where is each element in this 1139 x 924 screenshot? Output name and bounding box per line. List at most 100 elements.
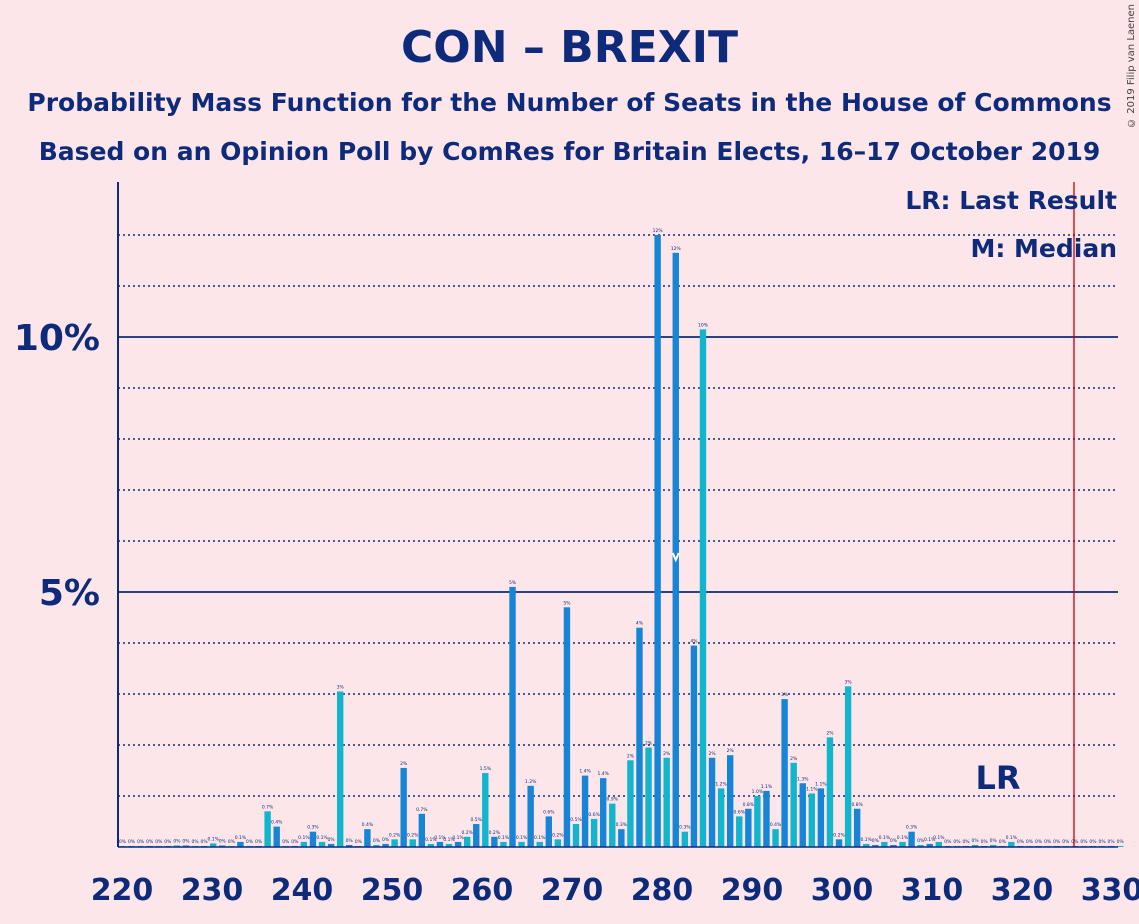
bar-label-304: 0.1% xyxy=(879,835,891,841)
bar-280 xyxy=(663,757,670,847)
bar-261 xyxy=(491,836,498,847)
bar-label-263: 5% xyxy=(509,580,517,586)
bar-237 xyxy=(273,826,280,847)
bar-233 xyxy=(237,841,244,847)
bar-285 xyxy=(708,757,716,847)
bar-label-280: 2% xyxy=(663,751,671,757)
bar-label-276: 2% xyxy=(627,753,635,759)
bar-label-328: 0% xyxy=(1098,839,1106,845)
bar-240 xyxy=(300,841,308,847)
bar-label-289: 0.8% xyxy=(743,802,755,808)
bar-label-239: 0% xyxy=(291,839,299,845)
bar-label-264: 0.1% xyxy=(516,835,528,841)
bar-label-287: 2% xyxy=(727,748,735,754)
bar-label-327: 0% xyxy=(1089,839,1097,845)
bar-305 xyxy=(890,844,897,847)
bar-label-251: 2% xyxy=(400,761,408,767)
bar-label-279: 12% xyxy=(653,228,664,234)
bar-286 xyxy=(717,788,725,847)
bar-309 xyxy=(926,843,933,847)
bar-273 xyxy=(600,778,607,847)
bar-label-319: 0% xyxy=(1017,839,1025,845)
bar-278 xyxy=(645,747,652,847)
bar-label-296: 1.1% xyxy=(806,786,818,792)
bar-label-241: 0.3% xyxy=(307,825,319,831)
bar-label-223: 0% xyxy=(146,839,154,845)
bar-label-246: 0% xyxy=(355,839,363,845)
bar-label-318: 0.1% xyxy=(1006,835,1018,841)
bar-label-240: 0.1% xyxy=(298,835,310,841)
bar-label-238: 0% xyxy=(282,839,290,845)
bar-318 xyxy=(1008,841,1015,847)
bar-289 xyxy=(745,808,752,847)
bar-304 xyxy=(881,841,888,847)
bar-label-256: 0.1% xyxy=(443,837,455,843)
bar-267 xyxy=(545,816,552,847)
x-tick-label-280: 280 xyxy=(631,873,694,908)
bar-label-268: 0.2% xyxy=(552,832,564,838)
bar-275 xyxy=(618,829,625,847)
bar-label-278: 2% xyxy=(645,741,653,747)
bar-294 xyxy=(790,762,797,847)
bar-287 xyxy=(726,755,734,847)
x-tick-label-310: 310 xyxy=(901,873,964,908)
bar-label-247: 0.4% xyxy=(362,822,374,828)
chart-title: CON – BREXIT xyxy=(401,22,738,73)
bar-298 xyxy=(826,737,834,847)
bar-label-315: 0% xyxy=(981,839,989,845)
bar-310 xyxy=(935,841,942,847)
bar-label-329: 0% xyxy=(1108,839,1116,845)
bar-251 xyxy=(400,767,407,847)
bar-label-273: 1.4% xyxy=(597,771,609,777)
bar-label-313: 0% xyxy=(962,839,970,845)
legend-last-result: LR: Last Result xyxy=(905,186,1117,215)
bar-label-330: 0% xyxy=(1117,839,1125,845)
bar-label-301: 0.8% xyxy=(851,802,863,808)
bar-label-221: 0% xyxy=(128,839,136,845)
bar-label-321: 0% xyxy=(1035,839,1043,845)
bar-label-291: 1.1% xyxy=(761,784,773,790)
bar-302 xyxy=(863,843,870,847)
bar-250 xyxy=(391,839,398,847)
bar-label-310: 0.1% xyxy=(933,835,945,841)
x-tick-label-270: 270 xyxy=(541,873,604,908)
bar-259 xyxy=(473,824,480,847)
bar-label-244: 3% xyxy=(337,684,345,690)
bar-label-302: 0.1% xyxy=(861,837,873,843)
bar-257 xyxy=(454,841,462,847)
bar-260 xyxy=(482,773,489,847)
bar-270 xyxy=(572,824,580,847)
annotations: LR LR: Last Result M: Median xyxy=(671,182,1117,847)
bars xyxy=(119,235,1124,848)
bar-label-229: 0% xyxy=(201,839,209,845)
bar-label-235: 0% xyxy=(255,839,263,845)
bar-label-249: 0% xyxy=(382,837,390,843)
bar-label-326: 0% xyxy=(1080,839,1088,845)
bar-label-272: 0.6% xyxy=(588,812,600,818)
bar-label-309: 0.1% xyxy=(924,837,936,843)
bar-247 xyxy=(364,829,371,847)
bar-label-236: 0.7% xyxy=(262,804,274,810)
bar-266 xyxy=(536,841,543,847)
bar-label-224: 0% xyxy=(155,839,163,845)
bar-248 xyxy=(373,844,380,847)
bar-label-305: 0% xyxy=(890,838,898,844)
bar-242 xyxy=(318,841,326,847)
bar-label-282: 0.3% xyxy=(679,825,691,831)
bar-label-253: 0.7% xyxy=(416,807,428,813)
bar-253 xyxy=(418,813,426,847)
bar-295 xyxy=(799,783,806,847)
bar-264 xyxy=(518,841,525,847)
bar-254 xyxy=(427,843,435,847)
bar-284 xyxy=(699,329,707,848)
bar-268 xyxy=(554,839,562,847)
bar-label-317: 0% xyxy=(999,839,1007,845)
bar-label-237: 0.4% xyxy=(271,820,283,826)
bar-308 xyxy=(917,844,924,847)
bar-279 xyxy=(654,235,661,847)
bar-255 xyxy=(436,841,444,847)
bar-label-261: 0.2% xyxy=(489,830,501,836)
bar-label-259: 0.5% xyxy=(471,817,483,823)
bar-263 xyxy=(509,586,516,847)
x-tick-label-220: 220 xyxy=(91,873,154,908)
